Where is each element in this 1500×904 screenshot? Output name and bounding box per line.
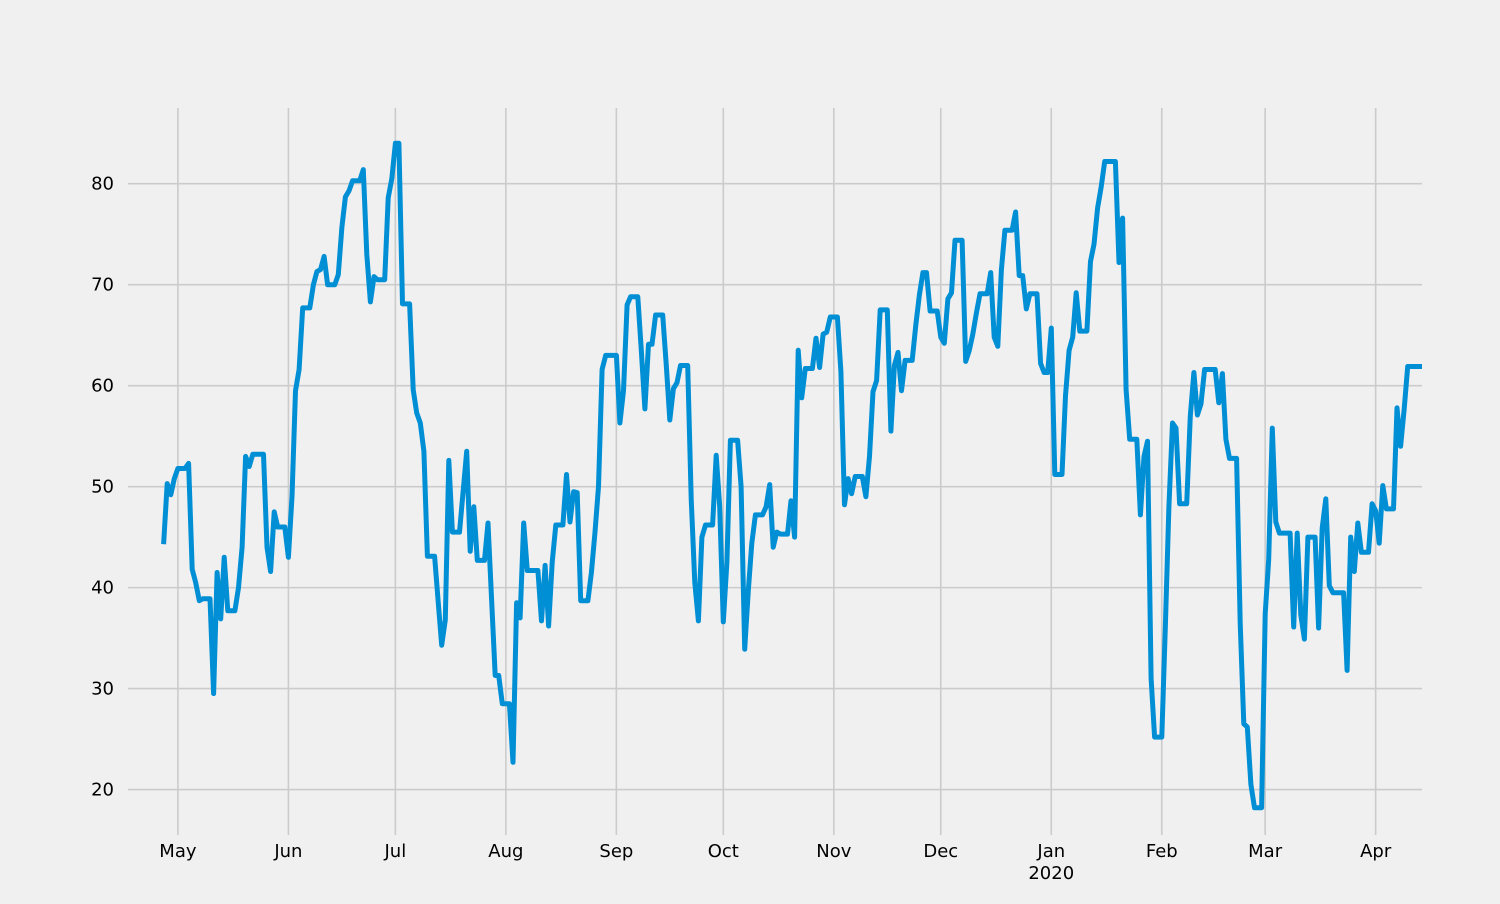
- y-tick-label-50: 50: [91, 477, 114, 498]
- x-tick-label-mar: Mar: [1248, 841, 1283, 862]
- y-tick-label-80: 80: [91, 174, 114, 195]
- x-tick-sublabel-year: 2020: [1028, 863, 1074, 884]
- x-tick-label-dec: Dec: [923, 841, 958, 862]
- axis-tick-labels: 20 30 40 50 60 70 80 May Jun Jul Aug Sep Oct Nov Dec Ja…: [91, 174, 1392, 884]
- x-tick-label-apr: Apr: [1360, 841, 1392, 862]
- x-tick-label-nov: Nov: [816, 841, 851, 862]
- y-tick-label-20: 20: [91, 780, 114, 801]
- series-line-value: [161, 140, 1422, 811]
- x-tick-label-jan: Jan: [1036, 841, 1065, 862]
- y-tick-label-70: 70: [91, 275, 114, 296]
- x-tick-label-jul: Jul: [383, 841, 406, 862]
- y-tick-label-60: 60: [91, 376, 114, 397]
- x-tick-label-feb: Feb: [1146, 841, 1178, 862]
- x-tick-label-sep: Sep: [599, 841, 633, 862]
- x-tick-label-jun: Jun: [273, 841, 302, 862]
- x-tick-label-aug: Aug: [488, 841, 523, 862]
- data-series: [161, 140, 1422, 811]
- x-tick-label-oct: Oct: [708, 841, 739, 862]
- y-tick-label-30: 30: [91, 679, 114, 700]
- y-tick-label-40: 40: [91, 578, 114, 599]
- grid-lines: [128, 108, 1422, 835]
- x-tick-label-may: May: [159, 841, 197, 862]
